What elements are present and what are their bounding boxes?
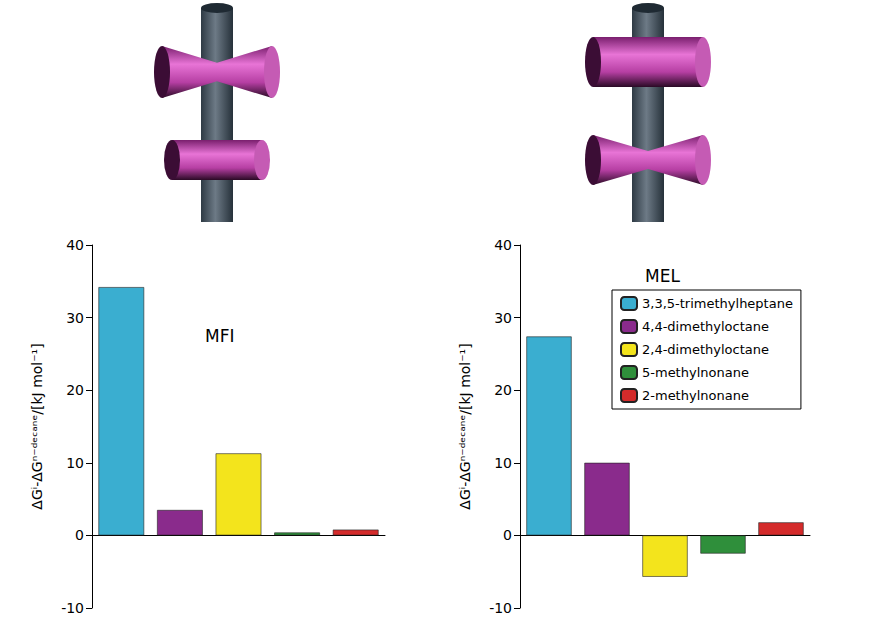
svg-text:0: 0 — [503, 527, 512, 543]
svg-text:0: 0 — [75, 527, 84, 543]
svg-text:20: 20 — [66, 382, 84, 398]
svg-text:-10: -10 — [489, 600, 512, 616]
svg-text:MFI: MFI — [205, 326, 234, 346]
svg-text:2-methylnonane: 2-methylnonane — [642, 388, 749, 403]
svg-text:40: 40 — [66, 237, 84, 253]
svg-text:-10: -10 — [61, 600, 84, 616]
svg-text:MEL: MEL — [645, 266, 680, 286]
svg-text:10: 10 — [494, 455, 512, 471]
svg-text:4,4-dimethyloctane: 4,4-dimethyloctane — [642, 319, 769, 334]
svg-text:5-methylnonane: 5-methylnonane — [642, 365, 749, 380]
svg-text:ΔGⁱ-ΔGⁿ⁻ᵈᵉᶜᵃⁿᵉ/[kJ mol⁻¹]: ΔGⁱ-ΔGⁿ⁻ᵈᵉᶜᵃⁿᵉ/[kJ mol⁻¹] — [29, 343, 45, 509]
svg-text:ΔGⁱ-ΔGⁿ⁻ᵈᵉᶜᵃⁿᵉ/[kJ mol⁻¹]: ΔGⁱ-ΔGⁿ⁻ᵈᵉᶜᵃⁿᵉ/[kJ mol⁻¹] — [457, 343, 473, 509]
svg-text:30: 30 — [66, 310, 84, 326]
svg-text:10: 10 — [66, 455, 84, 471]
svg-text:30: 30 — [494, 310, 512, 326]
svg-text:3,3,5-trimethylheptane: 3,3,5-trimethylheptane — [642, 296, 793, 311]
svg-text:40: 40 — [494, 237, 512, 253]
svg-text:2,4-dimethyloctane: 2,4-dimethyloctane — [642, 342, 769, 357]
svg-text:20: 20 — [494, 382, 512, 398]
